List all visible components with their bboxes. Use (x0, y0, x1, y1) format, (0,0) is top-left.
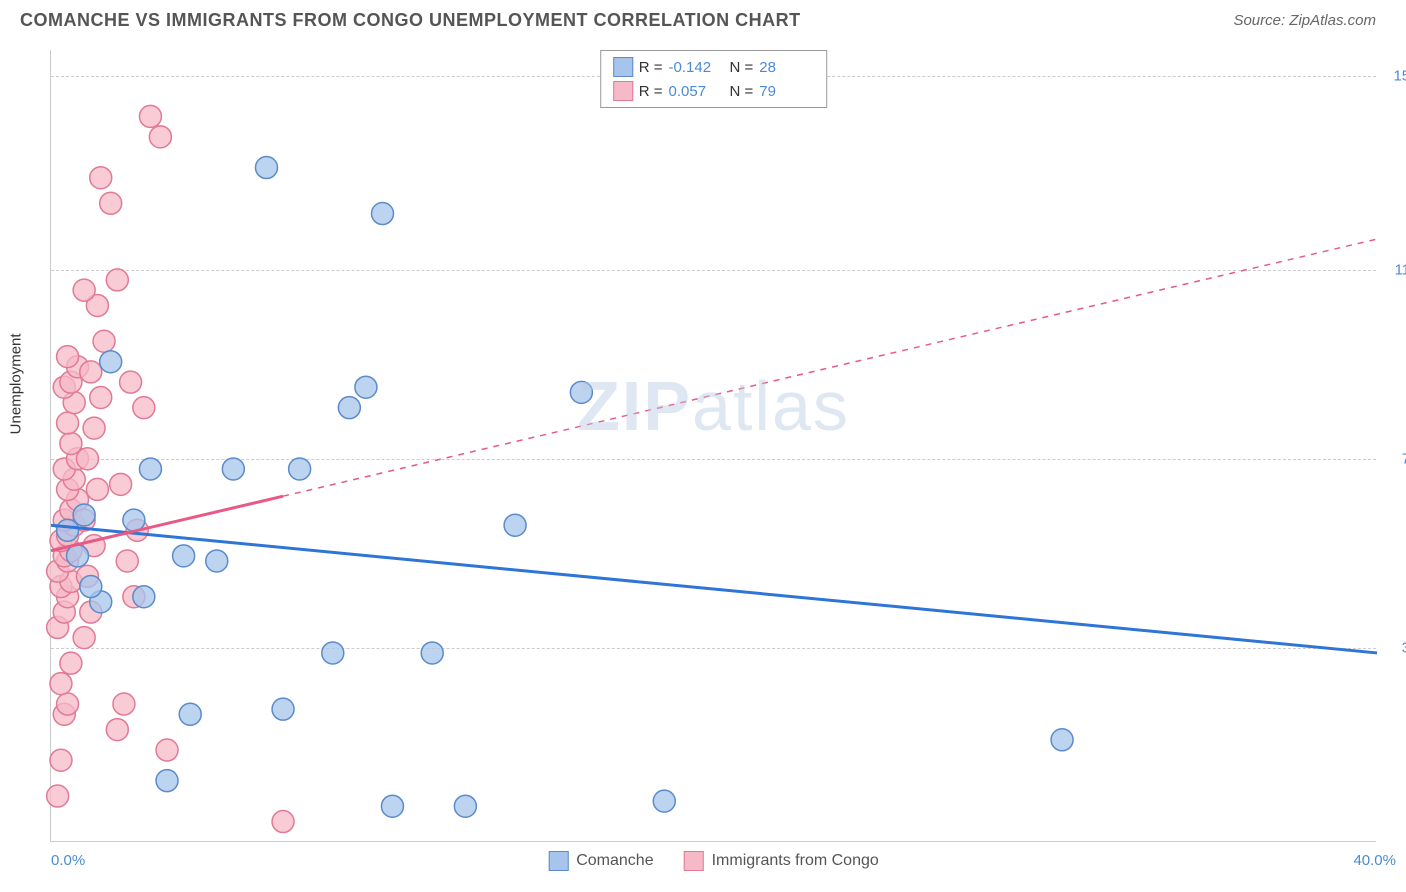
data-point (504, 514, 526, 536)
data-point (355, 376, 377, 398)
n-value: 79 (759, 83, 814, 100)
y-tick-label: 3.8% (1386, 639, 1406, 656)
data-point (222, 458, 244, 480)
data-point (73, 279, 95, 301)
data-point (381, 795, 403, 817)
x-tick-label: 0.0% (51, 852, 85, 869)
r-value: 0.057 (669, 83, 724, 100)
y-axis-label: Unemployment (8, 333, 25, 434)
data-point (73, 504, 95, 526)
data-point (116, 550, 138, 572)
legend-item: Comanche (548, 851, 653, 871)
data-point (139, 458, 161, 480)
bottom-legend: Comanche Immigrants from Congo (548, 851, 879, 871)
data-point (454, 795, 476, 817)
source-label: Source: ZipAtlas.com (1233, 12, 1376, 29)
n-label: N = (730, 83, 754, 100)
n-label: N = (730, 59, 754, 76)
data-point (86, 478, 108, 500)
data-point (50, 749, 72, 771)
data-point (50, 673, 72, 695)
data-point (57, 412, 79, 434)
data-point (106, 269, 128, 291)
legend-swatch (684, 851, 704, 871)
data-point (156, 739, 178, 761)
data-point (123, 509, 145, 531)
r-value: -0.142 (669, 59, 724, 76)
data-point (133, 586, 155, 608)
data-point (120, 371, 142, 393)
data-point (80, 576, 102, 598)
legend-swatch (613, 81, 633, 101)
data-point (57, 346, 79, 368)
legend-label: Comanche (576, 852, 653, 870)
n-value: 28 (759, 59, 814, 76)
data-point (1051, 729, 1073, 751)
trend-line (51, 525, 1377, 653)
data-point (93, 330, 115, 352)
r-label: R = (639, 59, 663, 76)
data-point (76, 448, 98, 470)
header: COMANCHE VS IMMIGRANTS FROM CONGO UNEMPL… (0, 0, 1406, 41)
stats-row: R = -0.142 N = 28 (613, 55, 815, 79)
data-point (90, 386, 112, 408)
data-point (100, 351, 122, 373)
data-point (255, 157, 277, 179)
y-tick-label: 11.2% (1386, 261, 1406, 278)
data-point (206, 550, 228, 572)
data-point (139, 105, 161, 127)
legend-swatch (613, 57, 633, 77)
data-point (83, 417, 105, 439)
data-point (272, 811, 294, 833)
legend-swatch (548, 851, 568, 871)
x-tick-label: 40.0% (1353, 852, 1396, 869)
data-point (570, 381, 592, 403)
data-point (57, 693, 79, 715)
data-point (179, 703, 201, 725)
data-point (80, 361, 102, 383)
data-point (60, 652, 82, 674)
data-point (289, 458, 311, 480)
legend-item: Immigrants from Congo (684, 851, 879, 871)
data-point (133, 397, 155, 419)
data-point (106, 719, 128, 741)
scatter-plot-svg (51, 50, 1376, 841)
data-point (653, 790, 675, 812)
data-point (90, 167, 112, 189)
data-point (67, 545, 89, 567)
legend-label: Immigrants from Congo (712, 852, 879, 870)
data-point (173, 545, 195, 567)
data-point (156, 770, 178, 792)
data-point (421, 642, 443, 664)
r-label: R = (639, 83, 663, 100)
stats-row: R = 0.057 N = 79 (613, 79, 815, 103)
data-point (100, 192, 122, 214)
y-tick-label: 7.5% (1386, 450, 1406, 467)
data-point (47, 785, 69, 807)
data-point (272, 698, 294, 720)
data-point (149, 126, 171, 148)
chart-title: COMANCHE VS IMMIGRANTS FROM CONGO UNEMPL… (20, 10, 801, 31)
data-point (110, 473, 132, 495)
chart-area: 15.0%11.2%7.5%3.8% ZIPatlas R =-0.142N =… (50, 50, 1376, 842)
plot-area: 15.0%11.2%7.5%3.8% ZIPatlas R =-0.142N =… (50, 50, 1376, 842)
data-point (338, 397, 360, 419)
data-point (73, 627, 95, 649)
data-point (372, 203, 394, 225)
data-point (113, 693, 135, 715)
data-point (322, 642, 344, 664)
y-tick-label: 15.0% (1386, 67, 1406, 84)
stats-legend: R = -0.142 N = 28 R = 0.057 N = 79 (600, 50, 828, 108)
trend-line-dashed (283, 239, 1377, 496)
